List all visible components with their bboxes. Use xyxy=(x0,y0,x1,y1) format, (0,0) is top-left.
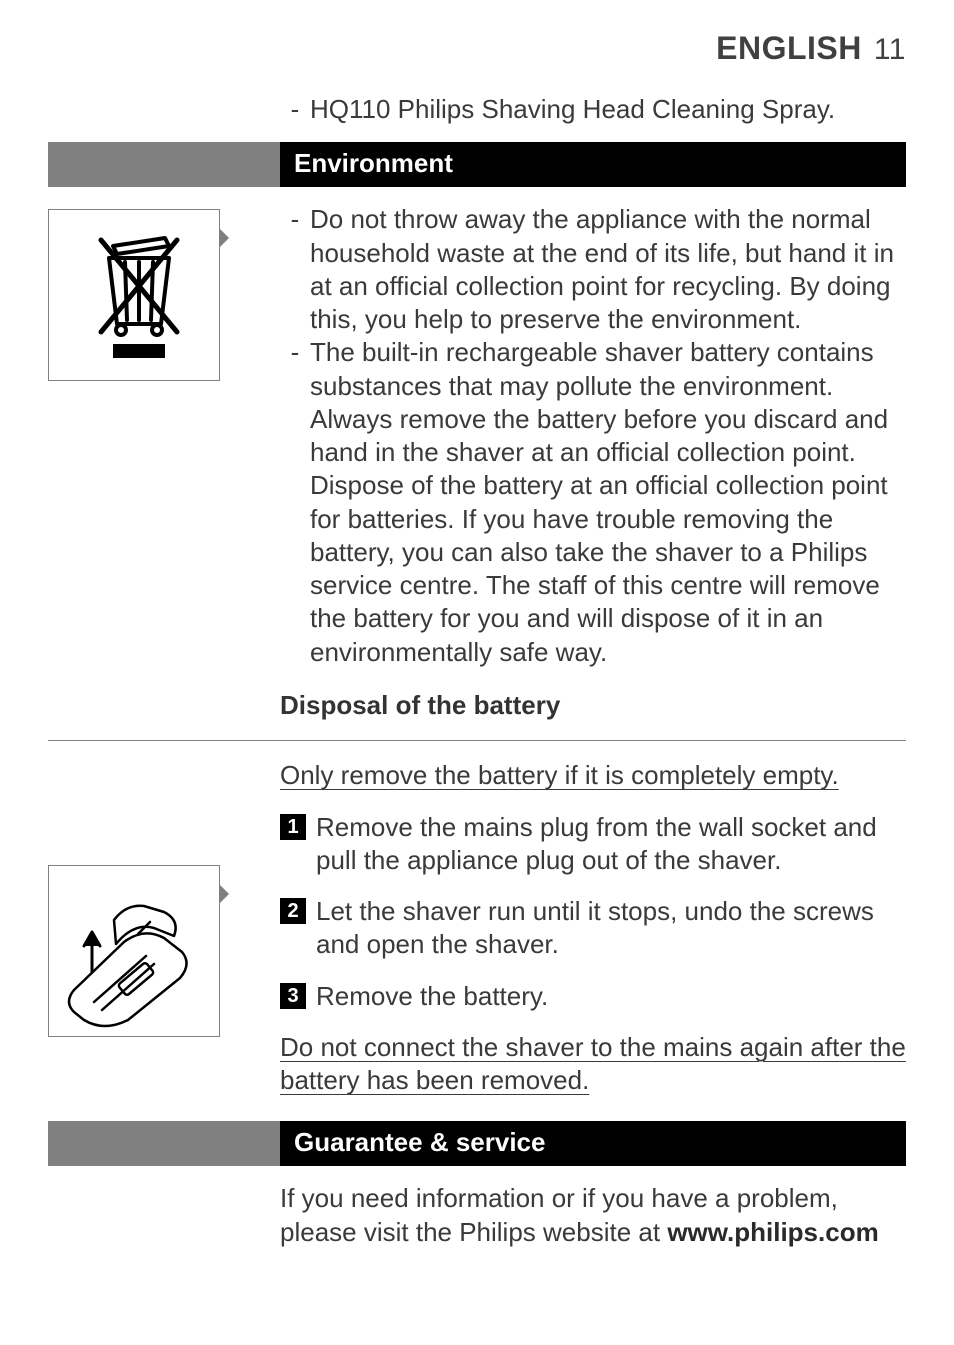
step-text-3: Remove the battery. xyxy=(316,980,906,1013)
environment-bullet-2: The built-in rechargeable shaver battery… xyxy=(310,336,906,669)
step-text-2: Let the shaver run until it stops, undo … xyxy=(316,895,906,962)
section-title-guarantee: Guarantee & service xyxy=(280,1121,906,1166)
weee-bin-icon xyxy=(79,232,189,362)
step-number-3: 3 xyxy=(280,983,306,1009)
bullet-dash: - xyxy=(280,203,310,336)
step-3: 3 Remove the battery. xyxy=(280,980,906,1013)
page-header: ENGLISH 11 xyxy=(48,30,906,67)
step-1: 1 Remove the mains plug from the wall so… xyxy=(280,811,906,878)
step-number-1: 1 xyxy=(280,814,306,840)
bullet-dash: - xyxy=(280,93,310,126)
intro-bullet-text: HQ110 Philips Shaving Head Cleaning Spra… xyxy=(310,93,906,126)
step-2: 2 Let the shaver run until it stops, und… xyxy=(280,895,906,962)
shaver-open-icon xyxy=(54,872,214,1032)
step-number-2: 2 xyxy=(280,898,306,924)
weee-bin-thumbnail xyxy=(48,209,220,381)
divider xyxy=(48,740,906,741)
guarantee-text: If you need information or if you have a… xyxy=(280,1182,906,1249)
section-bar-guarantee: Guarantee & service xyxy=(48,1121,906,1166)
language-label: ENGLISH xyxy=(716,30,862,66)
environment-bullet-1: Do not throw away the appliance with the… xyxy=(310,203,906,336)
disposal-warning: Only remove the battery if it is complet… xyxy=(280,759,906,792)
philips-website-link[interactable]: www.philips.com xyxy=(667,1217,878,1247)
disposal-note: Do not connect the shaver to the mains a… xyxy=(280,1031,906,1098)
bullet-dash: - xyxy=(280,336,310,669)
page-number: 11 xyxy=(874,33,906,66)
shaver-thumbnail xyxy=(48,865,220,1037)
section-title-environment: Environment xyxy=(280,142,906,187)
step-text-1: Remove the mains plug from the wall sock… xyxy=(316,811,906,878)
disposal-subheading: Disposal of the battery xyxy=(280,689,906,722)
section-bar-environment: Environment xyxy=(48,142,906,187)
